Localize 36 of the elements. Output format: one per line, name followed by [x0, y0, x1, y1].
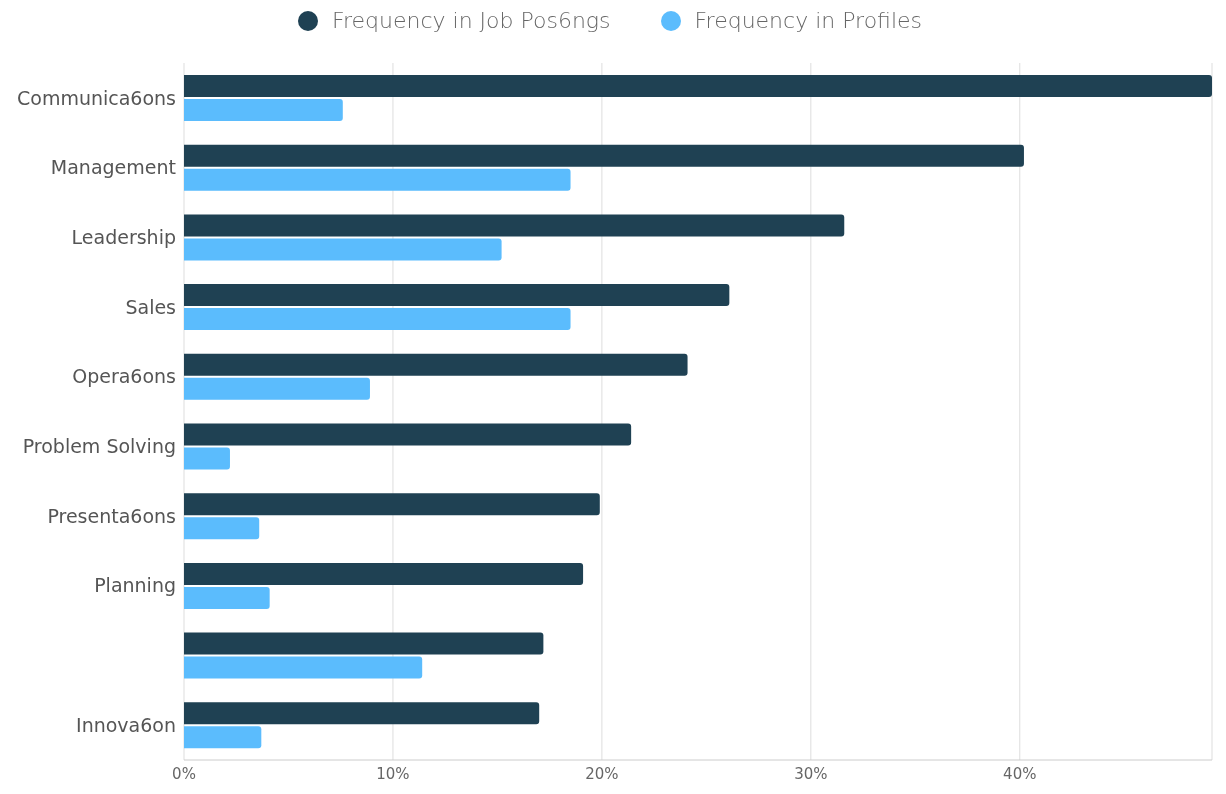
- bar: [184, 562, 584, 585]
- bar: [184, 308, 571, 331]
- bar: [184, 214, 845, 237]
- x-tick-label: 20%: [585, 764, 619, 783]
- bar: [184, 75, 1212, 97]
- y-tick-label: Innova6on: [76, 713, 176, 736]
- legend-label: Frequency in Profiles: [693, 8, 923, 33]
- y-tick-label: Leadership: [71, 225, 176, 248]
- bar: [184, 632, 544, 655]
- bar: [184, 353, 688, 376]
- y-tick-label: Sales: [125, 295, 176, 318]
- y-tick-label: Problem Solving: [22, 435, 176, 458]
- y-tick-label: Presenta6ons: [47, 504, 176, 527]
- y-tick-label: Management: [50, 156, 176, 179]
- legend-label: Frequency in Job Pos6ngs: [330, 8, 611, 33]
- bar: [184, 656, 423, 679]
- bar: [184, 238, 502, 261]
- bar: [184, 517, 260, 540]
- bar: [184, 702, 540, 725]
- bar: [184, 144, 1024, 167]
- bar: [184, 493, 600, 516]
- y-tick-label: Opera6ons: [72, 365, 176, 388]
- x-tick-label: 30%: [794, 764, 828, 783]
- bar: [184, 168, 571, 191]
- x-tick-label: 10%: [376, 764, 410, 783]
- x-tick-label: 40%: [1003, 764, 1037, 783]
- bar: [184, 99, 343, 121]
- y-tick-label: Planning: [94, 574, 176, 597]
- x-tick-label: 0%: [172, 764, 196, 783]
- bar: [184, 377, 370, 400]
- y-tick-label: Communica6ons: [16, 86, 176, 109]
- bar: [184, 423, 632, 446]
- bar: [184, 447, 230, 470]
- bar: [184, 586, 270, 609]
- bar: [184, 726, 262, 749]
- bar: [184, 284, 730, 307]
